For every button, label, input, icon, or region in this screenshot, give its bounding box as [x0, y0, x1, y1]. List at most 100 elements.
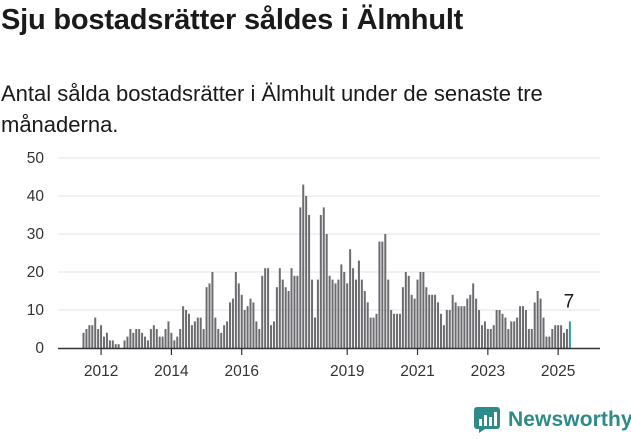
- bar: [231, 298, 234, 348]
- bar: [261, 275, 264, 348]
- bar: [299, 207, 302, 348]
- bar: [548, 336, 551, 348]
- bar: [205, 287, 208, 348]
- x-tick-label: 2025: [541, 363, 575, 380]
- bar: [252, 302, 255, 348]
- bar: [246, 306, 249, 348]
- bar: [82, 332, 85, 348]
- bar: [284, 287, 287, 348]
- x-tick-label: 2012: [84, 363, 118, 380]
- bar: [480, 325, 483, 348]
- bar: [390, 310, 393, 348]
- bar: [513, 321, 516, 348]
- bar: [316, 279, 319, 348]
- bar: [530, 329, 533, 348]
- bar: [202, 329, 205, 348]
- bar: [185, 310, 188, 348]
- bar: [223, 325, 226, 348]
- chart-title: Sju bostadsrätter såldes i Älmhult: [1, 4, 464, 36]
- bar: [164, 329, 167, 348]
- bar: [413, 298, 416, 348]
- bar: [422, 272, 425, 348]
- bar: [187, 313, 190, 348]
- bar: [208, 283, 211, 348]
- bar: [146, 340, 149, 348]
- bar: [105, 332, 108, 348]
- bar: [129, 329, 132, 348]
- bar: [217, 329, 220, 348]
- newsworthy-logo-icon: [474, 407, 500, 433]
- bar: [349, 249, 352, 348]
- x-tick-label: 2019: [330, 363, 364, 380]
- bar: [454, 302, 457, 348]
- bar: [539, 298, 542, 348]
- bar: [305, 196, 308, 348]
- x-tick-label: 2014: [154, 363, 189, 380]
- bar: [190, 325, 193, 348]
- bar: [290, 268, 293, 348]
- bar: [425, 287, 428, 348]
- bar: [91, 325, 94, 348]
- bar: [325, 234, 328, 348]
- bar: [97, 329, 100, 348]
- bar: [302, 184, 305, 348]
- bar: [293, 275, 296, 348]
- bar: [396, 313, 399, 348]
- bar: [439, 313, 442, 348]
- bar: [108, 340, 111, 348]
- x-tick-label: 2023: [471, 363, 505, 380]
- bar: [94, 317, 97, 348]
- bar: [460, 306, 463, 348]
- bar: [445, 310, 448, 348]
- bar: [381, 241, 384, 348]
- bar: [469, 294, 472, 348]
- bar: [489, 329, 492, 348]
- bar: [211, 272, 214, 348]
- bar: [375, 313, 378, 348]
- bar: [352, 268, 355, 348]
- bar: [463, 306, 466, 348]
- bar: [343, 272, 346, 348]
- bar: [527, 329, 530, 348]
- bar: [272, 321, 275, 348]
- bar: [510, 321, 513, 348]
- bar: [182, 306, 185, 348]
- bar: [249, 298, 252, 348]
- bar: [495, 310, 498, 348]
- bar: [237, 283, 240, 348]
- y-tick-label: 10: [27, 302, 45, 319]
- bar: [287, 291, 290, 348]
- bar: [545, 336, 548, 348]
- bar: [522, 306, 524, 348]
- bar: [363, 291, 366, 348]
- bar: [319, 215, 322, 348]
- newsworthy-logo[interactable]: Newsworthy: [474, 407, 631, 433]
- bar: [507, 329, 510, 348]
- bar: [565, 329, 568, 348]
- bar: [229, 302, 231, 348]
- bar: [428, 294, 431, 348]
- bar: [407, 275, 410, 348]
- bar: [536, 291, 539, 348]
- bar: [568, 321, 571, 348]
- bar: [313, 317, 316, 348]
- bar: [167, 321, 170, 348]
- bar: [563, 332, 566, 348]
- bar: [199, 317, 202, 348]
- x-tick-label: 2021: [400, 363, 434, 380]
- bar: [437, 302, 440, 348]
- bar: [123, 340, 126, 348]
- bar: [448, 310, 451, 348]
- bars: [82, 184, 571, 348]
- bar: [135, 329, 138, 348]
- bar: [141, 332, 144, 348]
- bar: [214, 317, 217, 348]
- bar: [504, 317, 507, 348]
- y-tick-label: 0: [35, 340, 44, 357]
- bar: [378, 241, 381, 348]
- bar: [478, 310, 481, 348]
- bar-chart: 0 10 20 30 40 50 2012 2014 2016 2019 2021 2023 2025…: [27, 150, 600, 380]
- bar: [501, 313, 504, 348]
- bar: [357, 260, 360, 348]
- bar: [179, 329, 182, 348]
